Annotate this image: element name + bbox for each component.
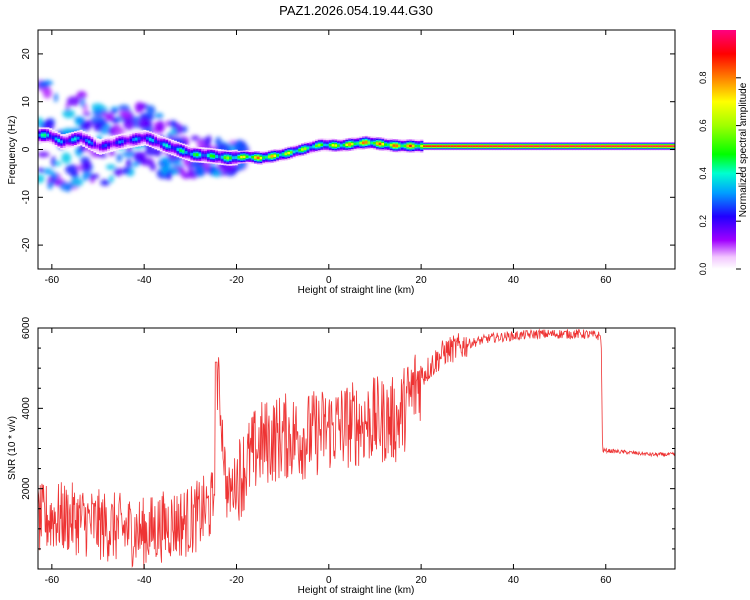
spectrogram-x-label: Height of straight line (km) [298, 285, 415, 296]
snr-x-label: Height of straight line (km) [298, 585, 415, 596]
x-tick-label: 20 [416, 575, 428, 586]
x-tick-label: 0 [326, 275, 332, 286]
snr-frame [37, 327, 676, 570]
x-tick-label: -20 [229, 575, 244, 586]
colorbar-tick-label: 0.0 [698, 263, 708, 276]
spectrogram-y-label: Frequency (Hz) [7, 116, 18, 185]
y-tick-label: 2000 [21, 477, 32, 500]
x-tick-label: 40 [508, 575, 520, 586]
y-tick-label: -20 [21, 237, 32, 252]
y-tick-label: 6000 [21, 316, 32, 339]
spectrogram-x-ticks: -60 -40 -20 0 20 40 60 [45, 30, 612, 286]
spectrogram-panel: -60 -40 -20 0 20 40 60 -20 -10 0 10 20 Height of s… [7, 29, 676, 296]
x-tick-label: 0 [326, 575, 332, 586]
colorbar-tick-label: 0.2 [698, 215, 708, 228]
snr-y-ticks: 2000 4000 6000 [21, 316, 675, 550]
x-tick-label: -20 [229, 275, 244, 286]
colorbar: 0.0 0.2 0.4 0.6 0.8 Normalized spectral ampl… [698, 30, 749, 275]
y-tick-label: 10 [21, 96, 32, 108]
y-tick-label: 4000 [21, 397, 32, 420]
x-tick-label: 60 [600, 275, 612, 286]
colorbar-tick-label: 0.8 [698, 72, 708, 85]
colorbar-scale [712, 30, 736, 269]
y-tick-label: -10 [21, 190, 32, 205]
x-tick-label: -40 [137, 275, 152, 286]
spectrogram-ridge [38, 127, 675, 166]
snr-x-ticks: -60 -40 -20 0 20 40 60 [45, 328, 612, 586]
colorbar-tick-label: 0.6 [698, 119, 708, 132]
figure-title: PAZ1.2026.054.19.44.G30 [279, 3, 433, 18]
snr-y-label: SNR (10 * v/v) [7, 416, 18, 480]
colorbar-label: Normalized spectral amplitude [738, 82, 749, 217]
x-tick-label: -60 [45, 575, 60, 586]
x-tick-label: 40 [508, 275, 520, 286]
x-tick-label: -60 [45, 275, 60, 286]
spectrogram-heatmap [38, 80, 675, 193]
x-tick-label: 20 [416, 275, 428, 286]
x-tick-label: -40 [137, 575, 152, 586]
snr-panel: -60 -40 -20 0 20 40 60 2000 4000 6000 Height of … [7, 316, 676, 596]
colorbar-tick-label: 0.4 [698, 167, 708, 180]
y-tick-label: 0 [21, 146, 32, 152]
snr-line [38, 328, 675, 569]
colorbar-ticks: 0.0 0.2 0.4 0.6 0.8 [698, 72, 741, 276]
x-tick-label: 60 [600, 575, 612, 586]
y-tick-label: 20 [21, 48, 32, 60]
spectrogram-y-ticks: -20 -10 0 10 20 [21, 48, 675, 252]
